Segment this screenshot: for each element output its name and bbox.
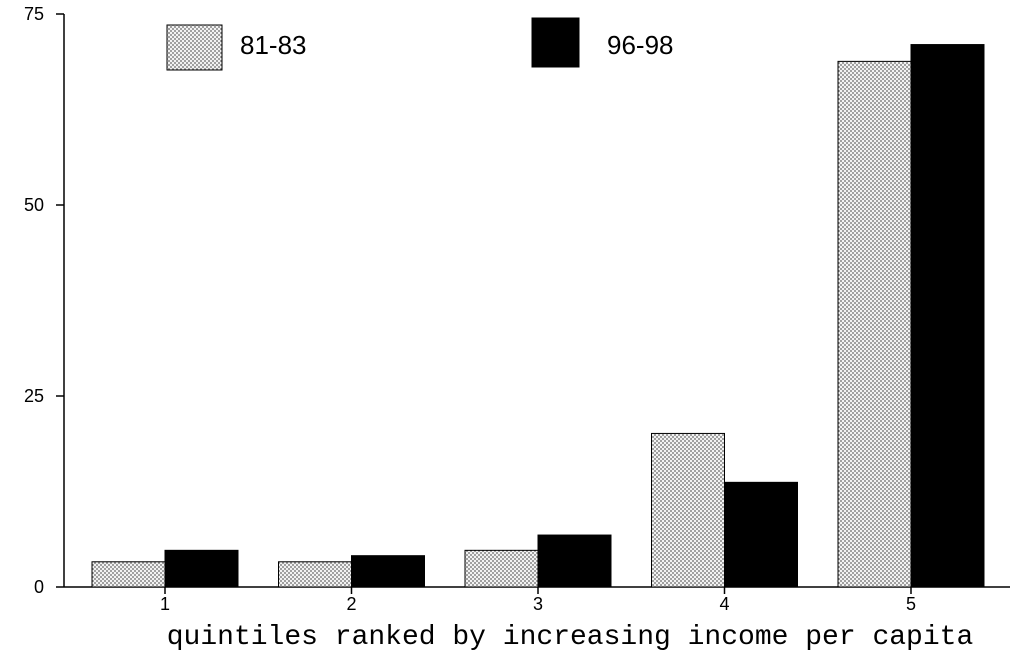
x-tick-label: 2	[346, 594, 356, 614]
legend-swatch-96-98	[531, 17, 580, 68]
x-tick-label: 4	[719, 594, 729, 614]
y-tick-label: 0	[34, 577, 44, 597]
bar-81-83-1	[91, 561, 166, 588]
x-axis: 1 2 3 4 5 quintiles ranked by increasing inc…	[64, 586, 1010, 653]
bar-96-98-1	[164, 549, 239, 588]
y-tick-label: 25	[24, 386, 44, 406]
bar-81-83-4	[651, 432, 725, 588]
bar-81-83-3	[464, 549, 539, 588]
bar-96-98-2	[351, 555, 425, 588]
y-axis: 0 25 50 75	[24, 4, 65, 597]
bar-81-83-2	[278, 561, 352, 588]
bar-81-83-5	[837, 60, 912, 588]
bars	[91, 44, 985, 588]
legend: 81-83 96-98	[166, 17, 674, 71]
x-tick-label: 1	[160, 594, 170, 614]
x-axis-label: quintiles ranked by increasing income pe…	[167, 622, 974, 653]
x-tick-label: 3	[533, 594, 543, 614]
legend-label: 96-98	[607, 30, 674, 60]
legend-label: 81-83	[240, 30, 307, 60]
y-tick-label: 75	[24, 4, 44, 24]
bar-96-98-5	[910, 44, 985, 588]
bar-96-98-3	[537, 534, 612, 588]
y-tick-label: 50	[24, 195, 44, 215]
x-tick-label: 5	[906, 594, 916, 614]
legend-swatch-81-83	[166, 24, 223, 71]
bar-96-98-4	[724, 481, 798, 588]
